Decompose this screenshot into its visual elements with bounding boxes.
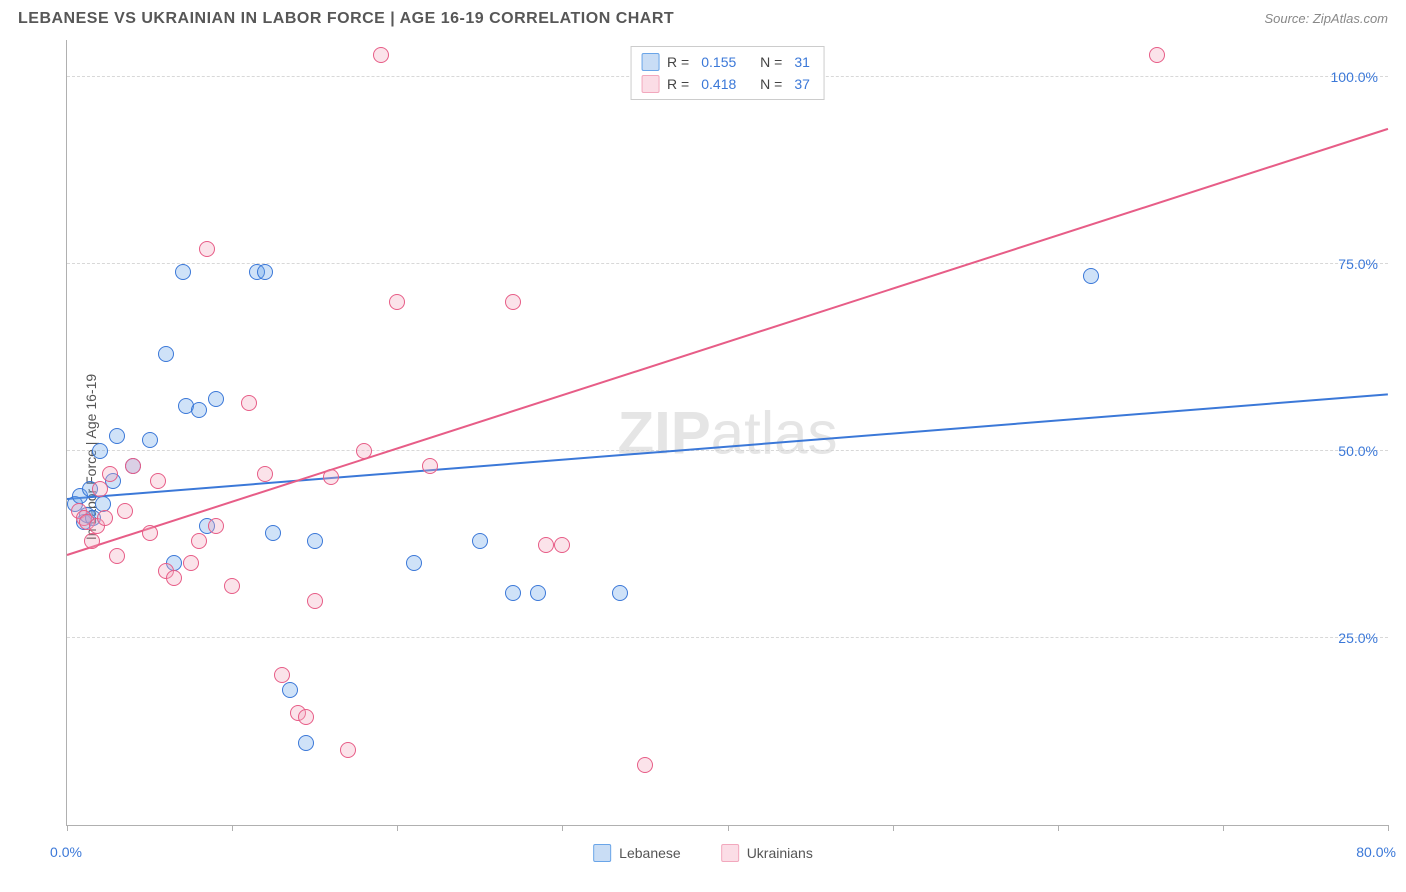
scatter-point [356, 443, 372, 459]
plot-area: ZIPatlas R = 0.155 N = 31 R = 0.418 N = … [66, 40, 1388, 826]
n-value-ukrainians: 37 [794, 76, 810, 92]
scatter-point [199, 241, 215, 257]
scatter-point [208, 391, 224, 407]
watermark: ZIPatlas [617, 398, 837, 467]
scatter-point [257, 264, 273, 280]
legend-stats-row: R = 0.155 N = 31 [641, 51, 814, 73]
legend-item-lebanese: Lebanese [593, 844, 681, 862]
r-label: R = [667, 54, 689, 70]
scatter-point [472, 533, 488, 549]
source-label: Source: ZipAtlas.com [1264, 11, 1388, 26]
scatter-point [265, 525, 281, 541]
scatter-point [92, 481, 108, 497]
scatter-point [175, 264, 191, 280]
scatter-point [340, 742, 356, 758]
r-value-lebanese: 0.155 [701, 54, 736, 70]
n-value-lebanese: 31 [794, 54, 810, 70]
scatter-point [1083, 268, 1099, 284]
y-tick-label: 100.0% [1331, 69, 1378, 85]
x-tick [1388, 825, 1389, 831]
gridline [67, 450, 1388, 451]
scatter-point [158, 346, 174, 362]
scatter-point [117, 503, 133, 519]
scatter-point [389, 294, 405, 310]
legend-label: Lebanese [619, 845, 681, 861]
x-tick [893, 825, 894, 831]
chart-title: LEBANESE VS UKRAINIAN IN LABOR FORCE | A… [18, 10, 674, 28]
x-axis-max-label: 80.0% [1356, 844, 1396, 860]
x-tick [728, 825, 729, 831]
legend-label: Ukrainians [747, 845, 813, 861]
y-tick-label: 50.0% [1338, 443, 1378, 459]
r-label: R = [667, 76, 689, 92]
x-tick [562, 825, 563, 831]
scatter-point [224, 578, 240, 594]
scatter-point [191, 533, 207, 549]
plot-container: In Labor Force | Age 16-19 ZIPatlas R = … [18, 40, 1388, 874]
scatter-point [274, 667, 290, 683]
x-tick [397, 825, 398, 831]
scatter-point [282, 682, 298, 698]
scatter-point [166, 570, 182, 586]
scatter-point [373, 47, 389, 63]
scatter-point [142, 432, 158, 448]
y-tick-label: 25.0% [1338, 630, 1378, 646]
scatter-point [538, 537, 554, 553]
gridline [67, 637, 1388, 638]
scatter-point [307, 593, 323, 609]
x-tick [1223, 825, 1224, 831]
scatter-point [554, 537, 570, 553]
scatter-point [612, 585, 628, 601]
legend-stats-row: R = 0.418 N = 37 [641, 73, 814, 95]
scatter-point [637, 757, 653, 773]
scatter-point [505, 294, 521, 310]
scatter-point [95, 496, 111, 512]
legend-series: Lebanese Ukrainians [593, 844, 813, 862]
trend-line [67, 128, 1389, 556]
n-label: N = [760, 54, 782, 70]
r-value-ukrainians: 0.418 [701, 76, 736, 92]
scatter-point [422, 458, 438, 474]
scatter-point [109, 548, 125, 564]
legend-swatch-icon [721, 844, 739, 862]
legend-swatch-lebanese [641, 53, 659, 71]
scatter-point [307, 533, 323, 549]
scatter-point [97, 510, 113, 526]
chart-header: LEBANESE VS UKRAINIAN IN LABOR FORCE | A… [18, 10, 1388, 28]
scatter-point [323, 469, 339, 485]
scatter-point [208, 518, 224, 534]
scatter-point [191, 402, 207, 418]
scatter-point [241, 395, 257, 411]
n-label: N = [760, 76, 782, 92]
scatter-point [406, 555, 422, 571]
scatter-point [183, 555, 199, 571]
legend-item-ukrainians: Ukrainians [721, 844, 813, 862]
scatter-point [84, 533, 100, 549]
scatter-point [298, 735, 314, 751]
scatter-point [257, 466, 273, 482]
x-tick [67, 825, 68, 831]
scatter-point [109, 428, 125, 444]
x-axis-min-label: 0.0% [50, 844, 82, 860]
scatter-point [92, 443, 108, 459]
legend-swatch-icon [593, 844, 611, 862]
scatter-point [150, 473, 166, 489]
y-tick-label: 75.0% [1338, 256, 1378, 272]
scatter-point [142, 525, 158, 541]
x-tick [232, 825, 233, 831]
x-tick [1058, 825, 1059, 831]
scatter-point [102, 466, 118, 482]
scatter-point [125, 458, 141, 474]
legend-swatch-ukrainians [641, 75, 659, 93]
legend-stats: R = 0.155 N = 31 R = 0.418 N = 37 [630, 46, 825, 100]
scatter-point [530, 585, 546, 601]
scatter-point [298, 709, 314, 725]
scatter-point [505, 585, 521, 601]
trend-line [67, 393, 1388, 500]
scatter-point [1149, 47, 1165, 63]
